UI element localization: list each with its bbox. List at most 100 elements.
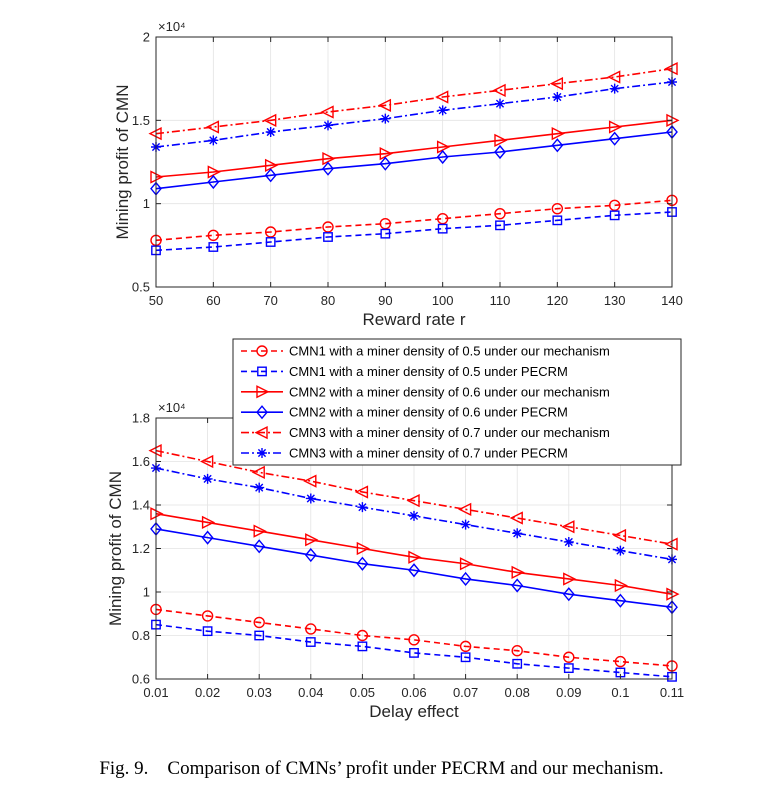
top-series-6-point-6	[495, 98, 505, 109]
bottom-series-1-line	[155, 608, 673, 667]
top-series-6-point-5	[437, 105, 448, 116]
bottom-series-4-point-1	[201, 530, 214, 545]
legend-label-4: CMN2 with a miner density of 0.6 under P…	[289, 405, 568, 420]
top-series-5-line	[155, 67, 673, 135]
legend-swatch-marker-6	[257, 448, 267, 458]
top-xtick-label-3: 80	[321, 293, 335, 308]
top-series-1	[150, 194, 678, 247]
top-series-4-point-3	[322, 161, 334, 176]
legend-swatch-marker-3	[256, 385, 270, 399]
top-series-4	[150, 124, 678, 196]
top-xtick-label-7: 120	[546, 293, 568, 308]
bottom-series-3-point-7	[511, 565, 525, 580]
bottom-series-6-point-3	[305, 493, 316, 504]
bottom-series-5-line	[155, 449, 673, 545]
legend-swatch-marker-5	[254, 425, 268, 440]
bottom-series-3-point-3	[305, 533, 319, 547]
bottom-series-3-point-4	[356, 541, 370, 556]
top-series-5-point-2	[263, 113, 277, 127]
legend-swatch-marker-2	[257, 366, 267, 377]
bottom-x-axis-label: Delay effect	[369, 702, 459, 721]
legend: CMN1 with a miner density of 0.5 under o…	[232, 338, 682, 466]
top-ytick-label-0: 0.5	[132, 280, 150, 295]
bottom-series-5-point-3	[303, 474, 317, 488]
bottom-series-4-point-2	[253, 539, 266, 554]
top-series-5-point-4	[377, 98, 392, 112]
top-series-5-point-7	[549, 77, 564, 91]
bottom-series-2-point-7	[512, 658, 523, 669]
top-series-5-point-6	[492, 83, 506, 97]
top-ytick-label-2: 1.5	[132, 113, 150, 128]
bottom-series-3-point-1	[201, 515, 216, 530]
top-series-3-point-8	[608, 120, 623, 134]
top-series-2-line	[155, 211, 673, 252]
top-series-1-point-8	[608, 199, 621, 212]
bottom-series-4-point-6	[459, 571, 472, 587]
bottom-series-5-point-4	[354, 485, 369, 499]
bottom-series-5-point-6	[458, 502, 472, 516]
bottom-series-6-point-6	[460, 519, 471, 530]
top-ytick-label-3: 2	[143, 30, 150, 45]
top-series-3-line	[155, 119, 673, 178]
bottom-series-3-point-5	[408, 550, 422, 564]
top-series-3-point-7	[551, 127, 565, 141]
top-series-1-point-2	[264, 226, 277, 238]
bottom-series-6-point-5	[409, 510, 419, 521]
top-x-axis-label: Reward rate r	[363, 310, 466, 329]
caption-text: Comparison of CMNs’ profit under PECRM a…	[167, 758, 664, 779]
top-xtick-label-1: 60	[206, 293, 220, 308]
top-series-3-point-4	[379, 147, 393, 161]
top-series-3	[150, 113, 680, 184]
bottom-series-4-point-7	[511, 578, 524, 593]
bottom-series-1-point-3	[305, 623, 317, 635]
top-series-5-point-3	[320, 105, 334, 119]
figure-canvas: 50 60 70 80 90 100 110 120 130 140 0.5 1 1.5 2 ×10⁴ Rew…	[106, 19, 684, 721]
top-series-2-point-2	[265, 237, 276, 247]
bottom-series-1-point-4	[356, 629, 369, 642]
top-series-4-point-1	[207, 174, 220, 190]
top-series-6-point-7	[552, 92, 563, 102]
bottom-xtick-label-0: 0.01	[143, 685, 168, 700]
bottom-series-2-point-8	[563, 663, 574, 674]
top-xtick-label-9: 140	[661, 293, 683, 308]
top-series-1-point-3	[322, 221, 334, 233]
bottom-ytick-label-4: 1.4	[132, 498, 150, 513]
top-chart: 50 60 70 80 90 100 110 120 130 140 0.5 1 1.5 2 ×10⁴ Rew…	[113, 19, 683, 329]
bottom-series-5-point-5	[406, 494, 420, 508]
bottom-xtick-label-10: 0.11	[660, 685, 684, 700]
top-xtick-label-8: 130	[604, 293, 626, 308]
bottom-xtick-label-9: 0.1	[611, 685, 629, 700]
legend-entry-3: CMN2 with a miner density of 0.6 under o…	[241, 384, 610, 399]
top-plot-area	[156, 37, 672, 287]
bottom-ytick-label-5: 1.6	[132, 454, 150, 469]
bottom-series-2-point-5	[409, 648, 419, 658]
bottom-series-5-point-7	[509, 511, 523, 525]
figure-caption: Fig. 9. Comparison of CMNs’ profit under…	[0, 758, 763, 780]
top-series-4-line	[155, 131, 673, 190]
top-series-6-point-2	[265, 127, 276, 137]
bottom-series-3-point-9	[614, 578, 628, 593]
bottom-series-1-point-8	[563, 651, 575, 663]
bottom-series-3-point-2	[253, 524, 267, 538]
bottom-ytick-label-6: 1.8	[132, 411, 150, 426]
bottom-series-1-point-5	[408, 634, 420, 646]
bottom-series-4-line	[155, 528, 673, 609]
top-series-2-point-7	[552, 215, 563, 226]
top-series-4-point-2	[264, 168, 277, 183]
bottom-xtick-label-8: 0.09	[556, 685, 581, 700]
legend-swatch-marker-1	[256, 345, 268, 357]
bottom-ytick-label-2: 1	[143, 585, 150, 600]
legend-entry-2: CMN1 with a miner density of 0.5 under P…	[241, 364, 568, 379]
top-series-4-point-7	[551, 138, 564, 153]
top-series-3-point-3	[322, 152, 336, 166]
bottom-series-2-line	[155, 623, 673, 678]
bottom-series-2	[151, 619, 677, 682]
bottom-series-2-point-1	[202, 626, 213, 637]
top-series-1-point-1	[207, 229, 220, 242]
legend-label-6: CMN3 with a miner density of 0.7 under P…	[289, 446, 568, 461]
bottom-xtick-label-5: 0.06	[401, 685, 426, 700]
top-series-1-point-7	[551, 202, 564, 215]
bottom-ytick-label-1: 0.8	[132, 628, 150, 643]
bottom-xtick-label-2: 0.03	[247, 685, 272, 700]
top-series-2-point-8	[609, 210, 620, 221]
